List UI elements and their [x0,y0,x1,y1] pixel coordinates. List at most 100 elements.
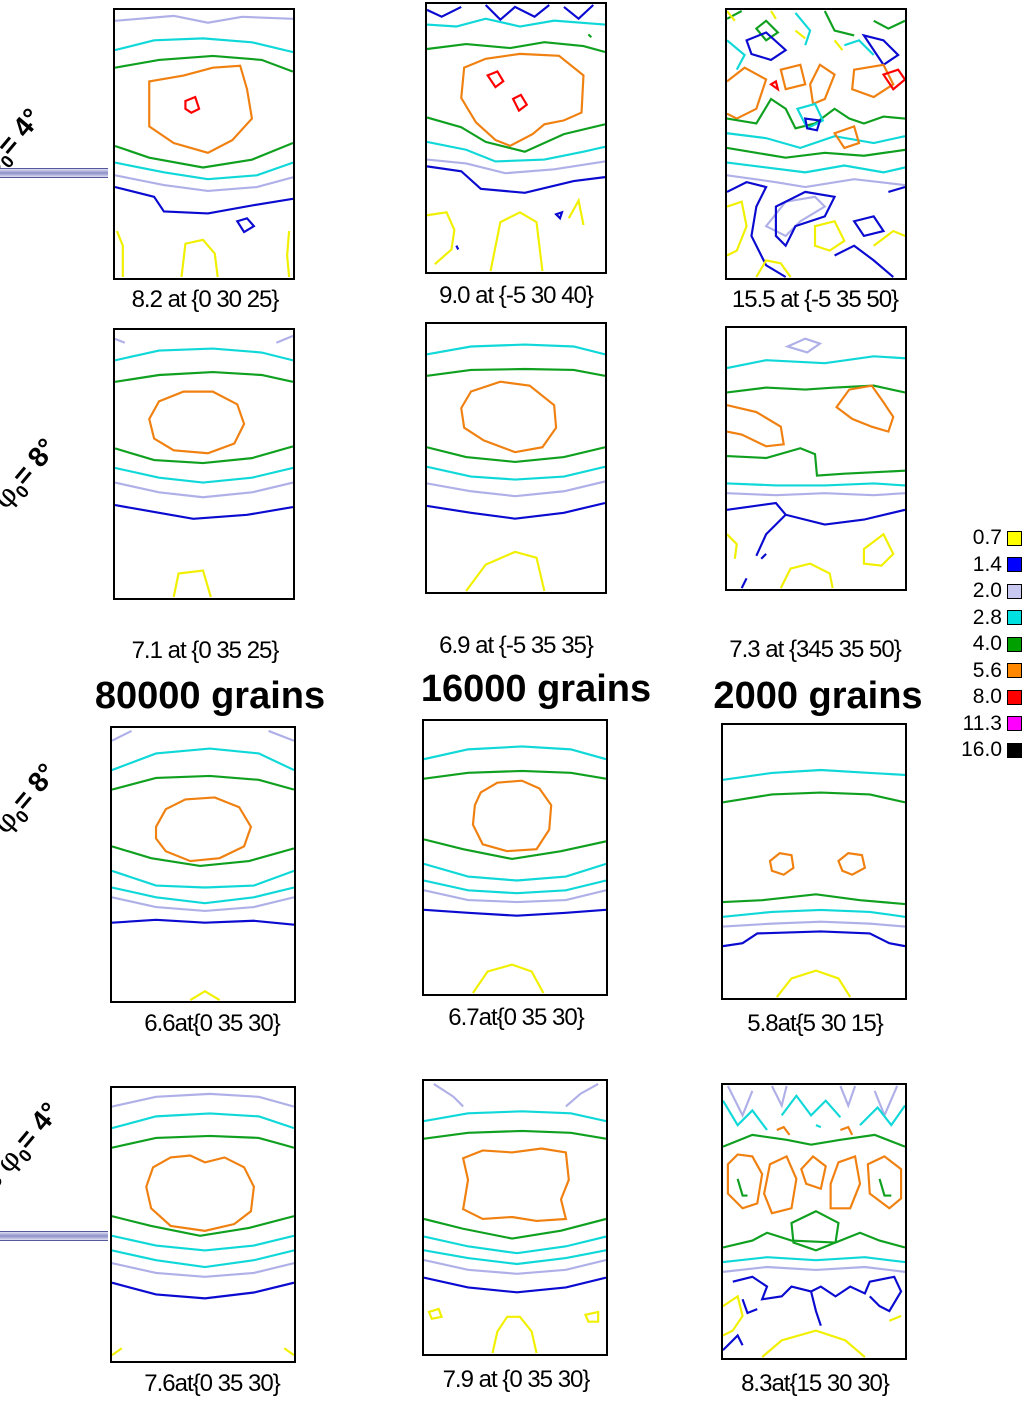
contour-cyan [115,161,293,181]
contour-orange [726,1153,903,1215]
contour-green [427,116,605,153]
contour-lavender [433,1082,599,1108]
contour-cyan [815,1124,822,1129]
legend-label: 4.0 [972,632,1002,656]
legend-item: 2.8 [940,605,1030,632]
panel-caption: 9.0 at {-5 30 40} [439,282,594,309]
contour-yellow [567,197,585,226]
contour-blue [115,504,293,520]
contour-plot [115,334,293,598]
contour-blue [727,501,905,589]
contour-blue [803,117,822,132]
contour-blue [424,908,606,917]
contour-green [427,367,605,377]
legend-item: 1.4 [940,552,1030,579]
contour-cyan [723,768,905,781]
contour-green [727,146,905,159]
contour-orange [460,52,585,148]
contour-cyan [112,747,294,772]
panel-caption: 6.6at{0 35 30} [144,1010,280,1037]
contour-green [115,54,293,73]
contour-green [115,142,293,169]
contour-green [112,1215,294,1237]
contour-cyan [727,355,905,370]
legend-item: 8.0 [940,684,1030,711]
contour-plot [723,768,905,998]
contour-green [112,774,294,791]
row-label-2: φ0= 8° [0,432,67,518]
legend-label: 2.0 [972,579,1002,603]
contour-cyan [112,1234,294,1252]
odf-panel-r4c1 [110,1086,296,1363]
contour-yellow [115,230,124,278]
contour-lavender [115,14,293,24]
legend-label: 8.0 [972,685,1002,709]
legend-item: 2.0 [940,578,1030,605]
contour-green [424,1217,606,1240]
legend-swatch [1007,610,1022,626]
contour-yellow [727,200,905,278]
contour-lavender [112,896,294,913]
legend-swatch [1007,716,1022,732]
legend-label: 11.3 [962,711,1002,735]
contour-plot [424,745,606,994]
row-label-text: = 4° [9,1096,66,1156]
contour-cyan [424,1249,606,1266]
contour-green [587,33,593,39]
contour-blue [554,210,564,221]
contour-green [727,384,905,394]
contour-cyan [112,1249,294,1269]
contour-cyan [424,745,606,761]
legend-swatch [1007,583,1022,599]
legend-item: 5.6 [940,658,1030,685]
contour-orange [727,384,895,448]
contour-cyan [112,869,294,889]
contour-cyan [723,1256,905,1264]
contour-lavender [727,492,905,497]
contour-cyan [427,140,605,163]
legend-item: 16.0 [940,737,1030,764]
contour-yellow [189,989,221,1001]
contour-red [184,95,201,114]
contour-orange [154,796,253,863]
row-label-text: = 8° [6,432,63,492]
contour-lavender [112,729,294,742]
contour-green [115,370,293,383]
contour-red [769,68,905,92]
legend-label: 0.7 [972,526,1002,550]
contour-green [115,445,293,465]
contour-green [723,1231,905,1249]
contour-cyan [723,908,905,918]
contour-red [511,93,529,113]
contour-lavender [427,480,605,498]
legend-swatch [1007,663,1022,679]
contour-cyan [424,862,606,882]
contour-plot [115,14,293,278]
contour-lavender [784,337,823,354]
contour-yellow [489,211,544,272]
contour-green [424,838,606,861]
panel-caption: 6.7at{0 35 30} [448,1004,584,1031]
contour-plot [427,343,605,592]
divider-bar-bottom [0,1231,108,1241]
contour-blue [455,245,460,250]
odf-panel-r3c3 [721,723,907,1000]
legend-label: 2.8 [972,605,1002,629]
contour-yellow [727,10,844,51]
contour-orange [776,1125,854,1136]
contour-red [486,70,505,89]
contour-yellow [465,550,546,592]
contour-plot [424,1082,606,1354]
contour-green [424,769,606,780]
odf-panel-r2c2 [425,322,607,594]
color-legend: 0.7 1.4 2.0 2.8 4.0 5.6 8.0 11.3 16.0 [940,525,1030,764]
contour-blue [427,4,594,22]
panel-caption: 5.8at{5 30 15} [747,1010,883,1037]
odf-panel-r1c2 [425,2,607,274]
contour-plot [727,10,905,278]
contour-green [112,1134,294,1149]
contour-cyan [427,17,605,28]
panel-caption: 6.9 at {-5 35 35} [439,632,594,659]
odf-panel-r2c1 [113,328,295,600]
contour-lavender [115,174,293,193]
